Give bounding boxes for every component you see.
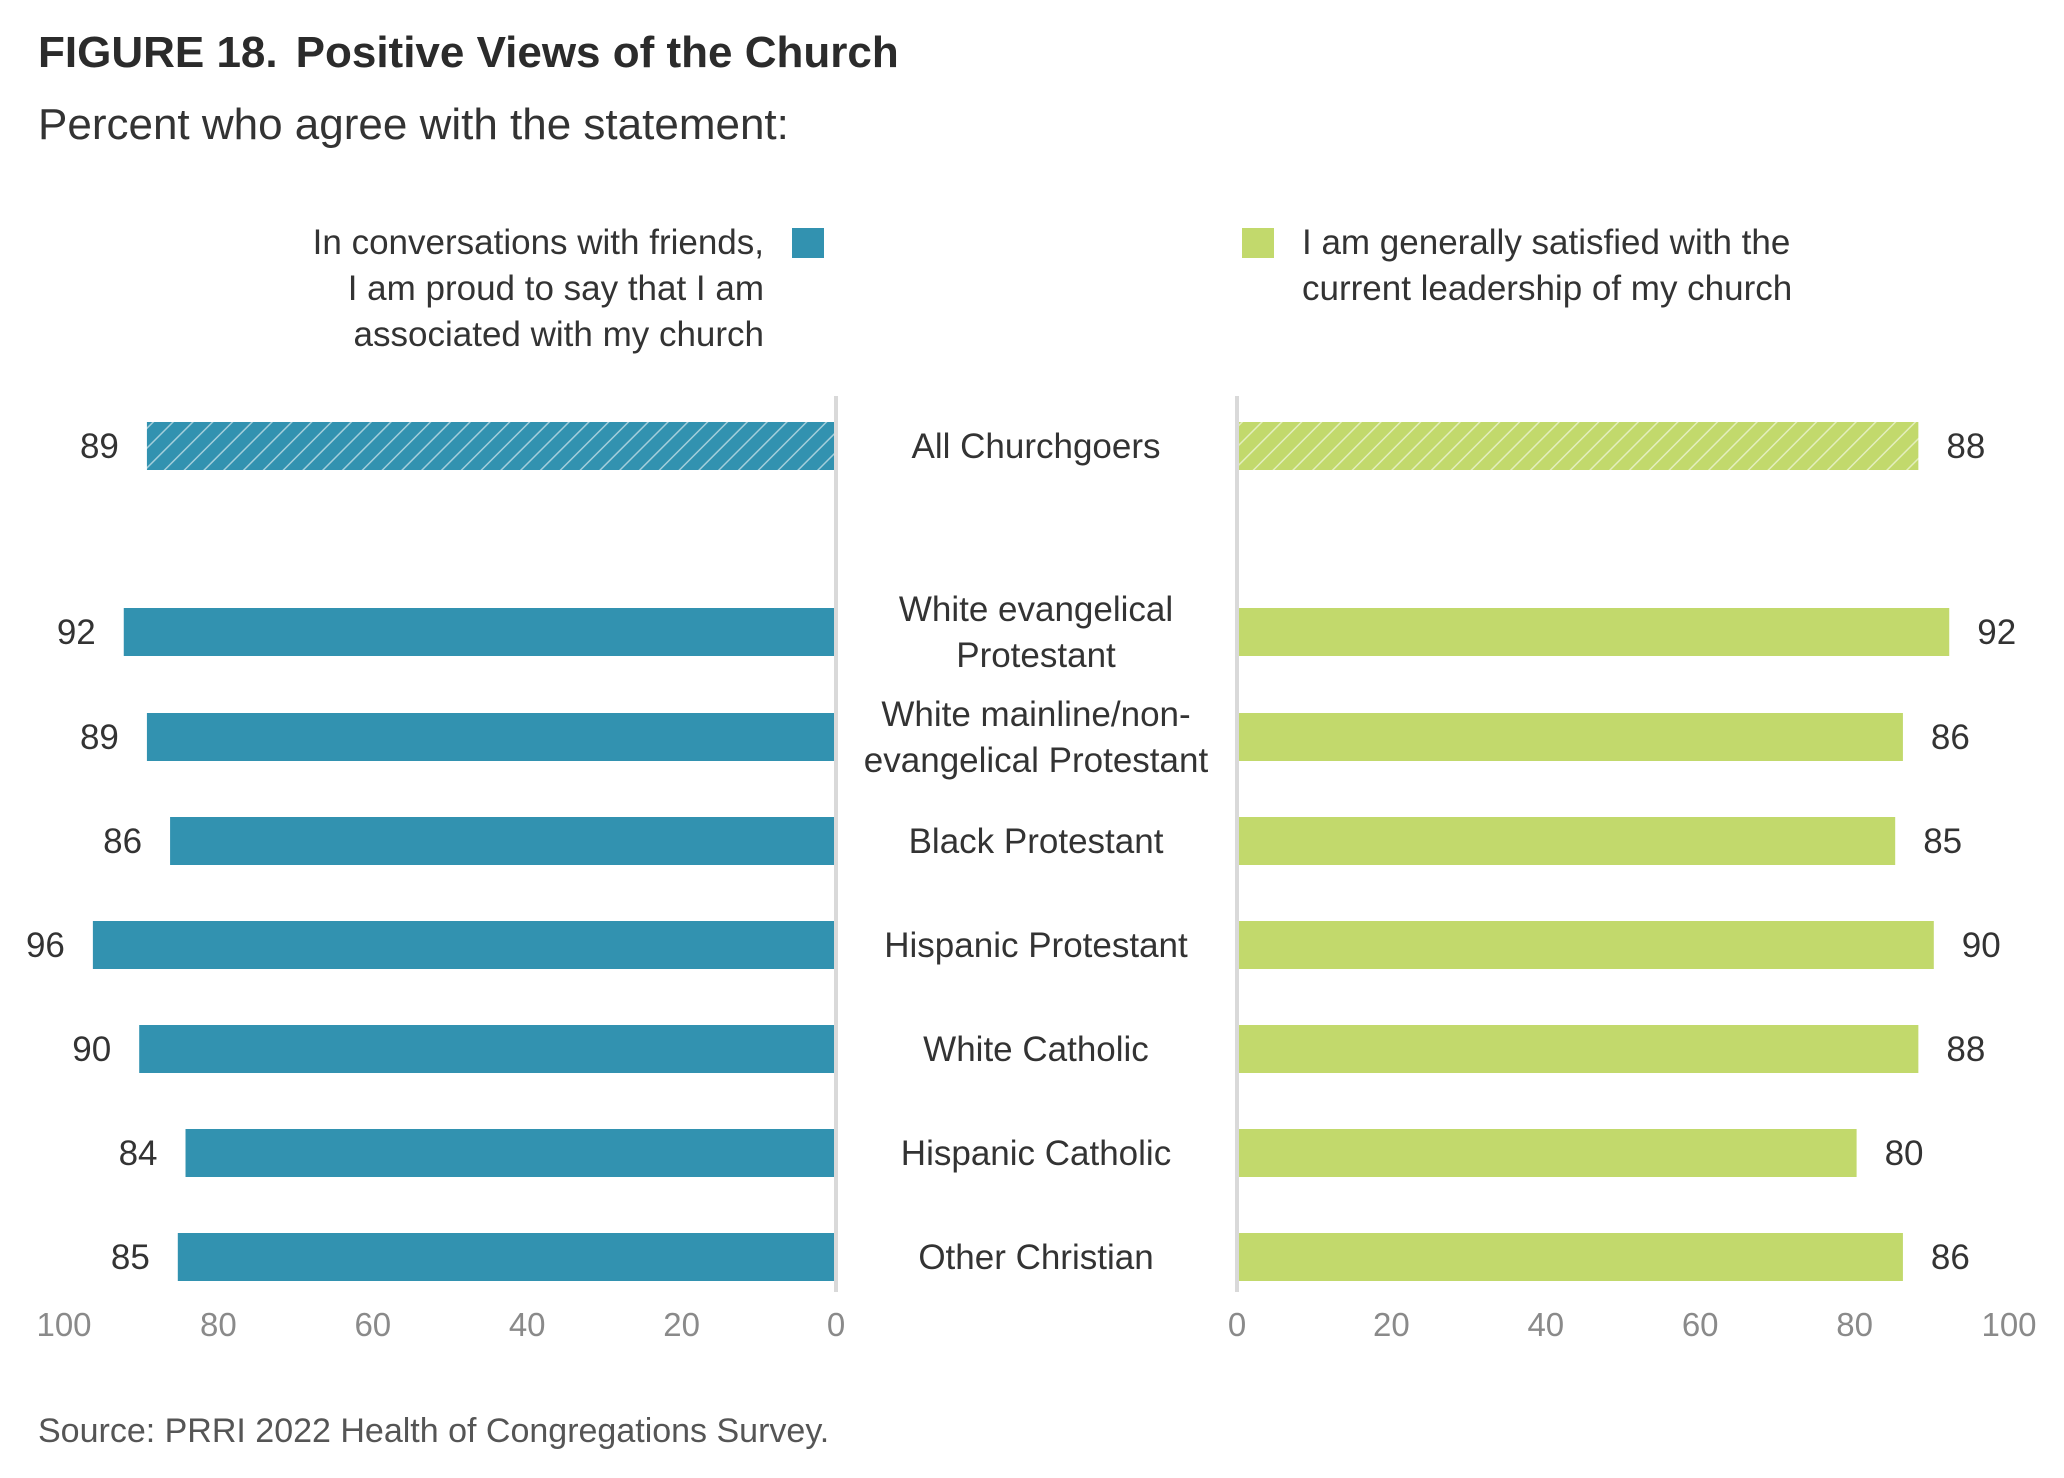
left-value-label: 85 (111, 1238, 150, 1277)
legend-left-line: In conversations with friends, (312, 223, 764, 262)
right-value-label: 88 (1946, 1030, 1985, 1069)
right-tick-label: 20 (1373, 1306, 1410, 1343)
category-label: Hispanic Protestant (884, 926, 1188, 965)
right-value-label: 88 (1946, 427, 1985, 466)
left-value-label: 90 (72, 1030, 111, 1069)
right-bar (1239, 1129, 1857, 1177)
left-bar (146, 422, 835, 470)
right-bar (1239, 1233, 1903, 1281)
source-note: Source: PRRI 2022 Health of Congregation… (38, 1412, 830, 1450)
right-bar (1239, 422, 1919, 470)
legend-right-label: I am generally satisfied with the curren… (1302, 220, 1792, 312)
left-bar (146, 713, 835, 761)
legend-left-line: I am proud to say that I am (347, 269, 764, 308)
left-bar (139, 1025, 834, 1073)
right-value-label: 92 (1977, 613, 2016, 652)
left-bar (170, 817, 834, 865)
left-value-label: 86 (103, 822, 142, 861)
chart-title: FIGURE 18. Positive Views of the Church (38, 28, 899, 78)
left-tick-label: 100 (36, 1306, 91, 1343)
right-bar (1239, 921, 1934, 969)
figure-label: FIGURE 18. (38, 28, 278, 77)
left-tick-label: 80 (200, 1306, 237, 1343)
left-tick-label: 40 (509, 1306, 546, 1343)
category-label: Black Protestant (909, 822, 1164, 861)
legend-left-label: In conversations with friends, I am prou… (313, 220, 764, 358)
left-bar (123, 608, 834, 656)
right-bar (1239, 713, 1903, 761)
left-bar (177, 1233, 835, 1281)
right-tick-label: 40 (1527, 1306, 1564, 1343)
right-bar (1239, 817, 1896, 865)
chart-subtitle: Percent who agree with the statement: (38, 100, 789, 149)
category-label: White Catholic (923, 1030, 1149, 1069)
right-value-label: 80 (1885, 1134, 1924, 1173)
category-label: Protestant (956, 636, 1116, 675)
left-tick-label: 20 (663, 1306, 700, 1343)
left-bar (92, 921, 834, 969)
right-tick-label: 100 (1981, 1306, 2036, 1343)
right-tick-label: 0 (1228, 1306, 1246, 1343)
left-tick-label: 60 (354, 1306, 391, 1343)
right-tick-label: 80 (1836, 1306, 1873, 1343)
legend-right-line: I am generally satisfied with the (1302, 223, 1791, 262)
category-label: evangelical Protestant (864, 741, 1209, 780)
category-label: Hispanic Catholic (901, 1134, 1171, 1173)
left-bar (185, 1129, 834, 1177)
left-value-label: 89 (80, 718, 119, 757)
legend-left-swatch (792, 228, 824, 258)
right-value-label: 90 (1962, 926, 2001, 965)
legend-right-swatch (1242, 228, 1274, 258)
left-tick-label: 0 (827, 1306, 845, 1343)
category-label: White mainline/non- (881, 695, 1190, 734)
right-tick-label: 60 (1682, 1306, 1719, 1343)
right-value-label: 86 (1931, 718, 1970, 757)
figure-title: Positive Views of the Church (295, 28, 899, 77)
category-label: White evangelical (899, 590, 1173, 629)
legend-right-line: current leadership of my church (1302, 269, 1793, 308)
category-label: Other Christian (918, 1238, 1153, 1277)
right-value-label: 86 (1931, 1238, 1970, 1277)
right-bar (1239, 608, 1950, 656)
left-value-label: 96 (26, 926, 65, 965)
right-value-label: 85 (1923, 822, 1962, 861)
right-bar (1239, 1025, 1919, 1073)
left-value-label: 92 (57, 613, 96, 652)
left-value-label: 89 (80, 427, 119, 466)
left-value-label: 84 (119, 1134, 158, 1173)
legend-left-line: associated with my church (353, 315, 764, 354)
category-label: All Churchgoers (912, 427, 1161, 466)
